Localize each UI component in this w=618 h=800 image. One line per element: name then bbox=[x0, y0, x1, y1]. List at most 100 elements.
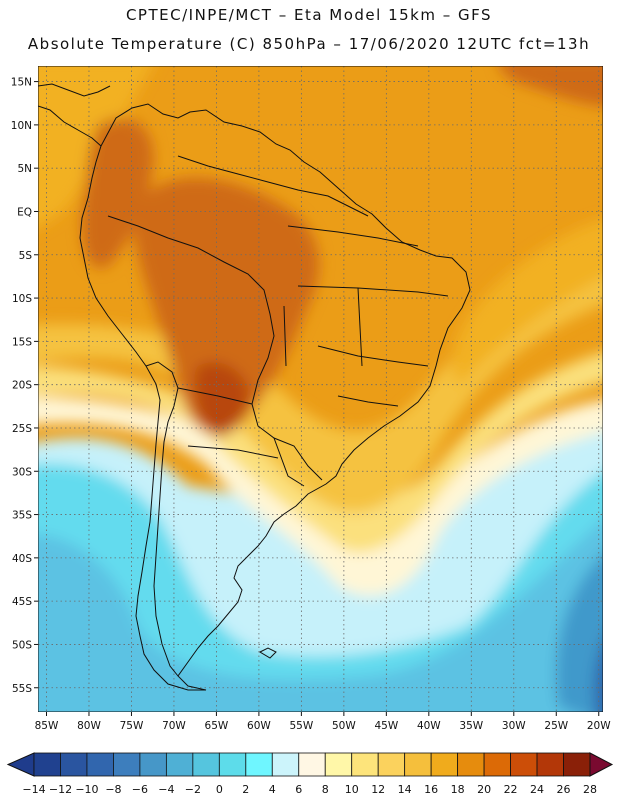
latitude-axis: 15N 10N 5N EQ 5S 10S 15S 20S 25S 30S 35S 40S 45S 50S 5… bbox=[11, 77, 38, 695]
colorbar-label: 10 bbox=[345, 783, 359, 796]
colorbar-label: −14 bbox=[22, 783, 45, 796]
lon-tick-label: 70W bbox=[162, 720, 186, 732]
field-yellow-band bbox=[38, 352, 603, 553]
lon-tick-label: 55W bbox=[290, 720, 314, 732]
colorbar-label: 0 bbox=[216, 783, 223, 796]
field-veryhot-chaco bbox=[194, 362, 249, 437]
falkland-islands bbox=[258, 647, 277, 659]
field-cream-band bbox=[38, 396, 603, 596]
colorbar-swatch bbox=[298, 752, 326, 777]
chart-title-line-2: Absolute Temperature (C) 850hPa – 17/06/… bbox=[27, 35, 591, 53]
colorbar-label: 2 bbox=[242, 783, 249, 796]
colorbar-swatches bbox=[6, 752, 614, 777]
lon-tick-label: 25W bbox=[544, 720, 568, 732]
colorbar-label: 8 bbox=[322, 783, 329, 796]
colorbar-label: −12 bbox=[49, 783, 72, 796]
lon-tick-label: 40W bbox=[417, 720, 441, 732]
colorbar-swatch bbox=[483, 752, 511, 777]
argentina-borders bbox=[177, 387, 305, 487]
lat-tick-label: EQ bbox=[17, 206, 32, 218]
andes-border bbox=[145, 361, 179, 677]
lat-tick-label: 20S bbox=[12, 380, 32, 392]
longitude-axis: 85W 80W 75W 70W 65W 60W 55W 50W 45W 40W 35W 30W 25W 2… bbox=[35, 712, 611, 732]
colorbar-label: 12 bbox=[371, 783, 385, 796]
colorbar-swatch bbox=[192, 752, 220, 777]
colorbar-swatch bbox=[33, 752, 61, 777]
lat-tick-label: 25S bbox=[12, 423, 32, 435]
colorbar-swatch bbox=[86, 752, 114, 777]
colorbar-overflow-arrow bbox=[589, 752, 614, 777]
field-hot-andes-north bbox=[81, 118, 154, 268]
colorbar-swatch bbox=[60, 752, 88, 777]
field-lightblue-southwest bbox=[38, 647, 81, 712]
colorbar-swatch bbox=[510, 752, 538, 777]
temperature-map: 15N 10N 5N EQ 5S 10S 15S 20S 25S 30S 35S 40S 45S 50S 5… bbox=[11, 66, 611, 732]
lat-tick-label: 10S bbox=[12, 293, 32, 305]
colorbar-label: 6 bbox=[295, 783, 302, 796]
lat-tick-label: 55S bbox=[12, 683, 32, 695]
colorbar-swatch bbox=[377, 752, 406, 777]
coastlines-and-borders bbox=[38, 83, 471, 691]
colorbar-label: 28 bbox=[583, 783, 597, 796]
lat-tick-label: 5S bbox=[19, 250, 33, 262]
lon-tick-label: 85W bbox=[35, 720, 59, 732]
lat-tick-label: 15N bbox=[11, 77, 32, 89]
colorbar: −14 −12 −10 −8 −6 −4 −2 0 2 4 6 8 10 12 14 16 18 20 22 24 26… bbox=[6, 752, 614, 796]
lat-tick-label: 35S bbox=[12, 510, 32, 522]
brazil-west-border bbox=[107, 215, 323, 481]
colorbar-swatch bbox=[351, 752, 379, 777]
field-gold-band bbox=[38, 255, 603, 513]
lat-tick-label: 50S bbox=[12, 639, 32, 651]
field-lightblue-south bbox=[38, 519, 603, 712]
lat-tick-label: 40S bbox=[12, 553, 32, 565]
colorbar-label: −8 bbox=[105, 783, 121, 796]
colorbar-label: 18 bbox=[451, 783, 465, 796]
lon-tick-label: 30W bbox=[502, 720, 526, 732]
colorbar-label: 24 bbox=[530, 783, 544, 796]
colorbar-label: 22 bbox=[504, 783, 518, 796]
colorbar-swatch bbox=[113, 752, 141, 777]
brazil-north-border bbox=[177, 155, 369, 217]
lon-tick-label: 75W bbox=[120, 720, 144, 732]
colorbar-label: 14 bbox=[398, 783, 412, 796]
south-america-coastline bbox=[79, 103, 471, 691]
colorbar-swatch bbox=[218, 752, 247, 777]
colorbar-label: 4 bbox=[269, 783, 276, 796]
colorbar-labels: −14 −12 −10 −8 −6 −4 −2 0 2 4 6 8 10 12 14 16 18 20 22 24 26… bbox=[22, 783, 597, 796]
colorbar-swatch bbox=[430, 752, 459, 777]
lat-tick-label: 30S bbox=[12, 466, 32, 478]
field-blue-southeast bbox=[556, 555, 603, 712]
colorbar-swatch bbox=[139, 752, 167, 777]
brazil-state-borders bbox=[283, 225, 449, 407]
colorbar-swatch bbox=[271, 752, 300, 777]
colorbar-swatch bbox=[245, 752, 273, 777]
lat-tick-label: 5N bbox=[17, 163, 32, 175]
field-deepblue-southeast bbox=[594, 643, 603, 712]
colorbar-label: 20 bbox=[477, 783, 491, 796]
colorbar-swatch bbox=[404, 752, 432, 777]
colorbar-label: 26 bbox=[557, 783, 571, 796]
colorbar-label: −2 bbox=[185, 783, 201, 796]
colorbar-label: −6 bbox=[132, 783, 148, 796]
lon-tick-label: 60W bbox=[247, 720, 271, 732]
lat-tick-label: 45S bbox=[12, 596, 32, 608]
colorbar-underflow-arrow bbox=[6, 752, 35, 777]
chart-title-line-1: CPTEC/INPE/MCT – Eta Model 15km – GFS bbox=[125, 6, 493, 24]
lon-tick-label: 50W bbox=[332, 720, 356, 732]
lon-tick-label: 20W bbox=[587, 720, 611, 732]
map-panel: 15N 10N 5N EQ 5S 10S 15S 20S 25S 30S 35S 40S 45S 50S 5… bbox=[11, 66, 611, 732]
lat-tick-label: 15S bbox=[12, 336, 32, 348]
lon-tick-label: 80W bbox=[77, 720, 101, 732]
colorbar-swatch bbox=[563, 752, 591, 777]
lon-tick-label: 35W bbox=[459, 720, 483, 732]
field-hot-northeast bbox=[499, 66, 603, 107]
colorbar-swatch bbox=[165, 752, 194, 777]
colorbar-swatch bbox=[536, 752, 564, 777]
colorbar-swatch bbox=[324, 752, 353, 777]
colorbar-swatch bbox=[457, 752, 485, 777]
lon-tick-label: 65W bbox=[205, 720, 229, 732]
colorbar-label: −10 bbox=[75, 783, 98, 796]
lat-tick-label: 10N bbox=[11, 120, 32, 132]
field-amber-east bbox=[452, 219, 603, 386]
colorbar-label: −4 bbox=[158, 783, 174, 796]
